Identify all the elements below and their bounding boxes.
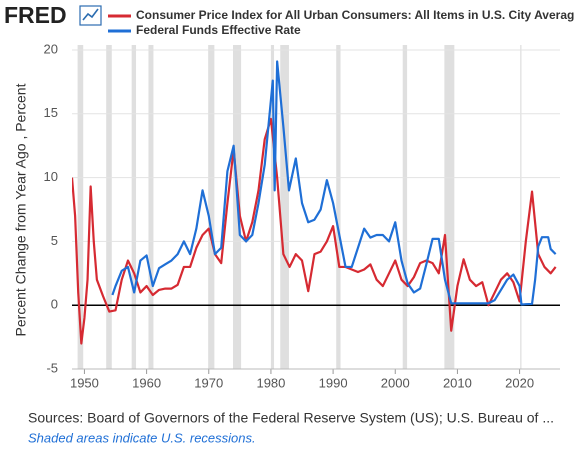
x-tick-label: 1970 <box>194 375 223 390</box>
x-tick-label: 1990 <box>319 375 348 390</box>
y-tick-label: 0 <box>51 297 58 312</box>
x-tick-label: 1960 <box>132 375 161 390</box>
series-line <box>72 117 557 345</box>
recession-band <box>520 45 522 369</box>
series-line <box>111 60 557 306</box>
y-tick-label: 15 <box>44 105 58 120</box>
y-tick-label: 5 <box>51 233 58 248</box>
recession-band <box>270 45 275 369</box>
x-tick-label: 2020 <box>505 375 534 390</box>
recession-band <box>208 45 215 369</box>
legend-label: Consumer Price Index for All Urban Consu… <box>136 8 574 22</box>
recession-band <box>77 45 84 369</box>
source: Sources: Board of Governors of the Feder… <box>28 410 554 426</box>
logo-icon <box>79 5 102 26</box>
recession-band <box>131 45 137 369</box>
y-tick-label: 10 <box>44 169 58 184</box>
x-tick-label: 2000 <box>381 375 410 390</box>
recession-band <box>336 45 341 369</box>
recession-band <box>444 45 455 369</box>
legend-label: Federal Funds Effective Rate <box>136 23 301 37</box>
x-tick-label: 1980 <box>256 375 285 390</box>
y-axis-label: Percent Change from Year Ago , Percent <box>13 83 29 336</box>
recession-band <box>280 45 289 369</box>
y-tick-label: -5 <box>46 360 58 375</box>
x-tick-label: 1950 <box>70 375 99 390</box>
recession-band <box>402 45 408 369</box>
logo: FRED <box>4 2 67 28</box>
recession-band <box>148 45 154 369</box>
recession-band <box>106 45 112 369</box>
x-tick-label: 2010 <box>443 375 472 390</box>
y-tick-label: 20 <box>44 41 58 56</box>
note: Shaded areas indicate U.S. recessions. <box>28 430 256 445</box>
